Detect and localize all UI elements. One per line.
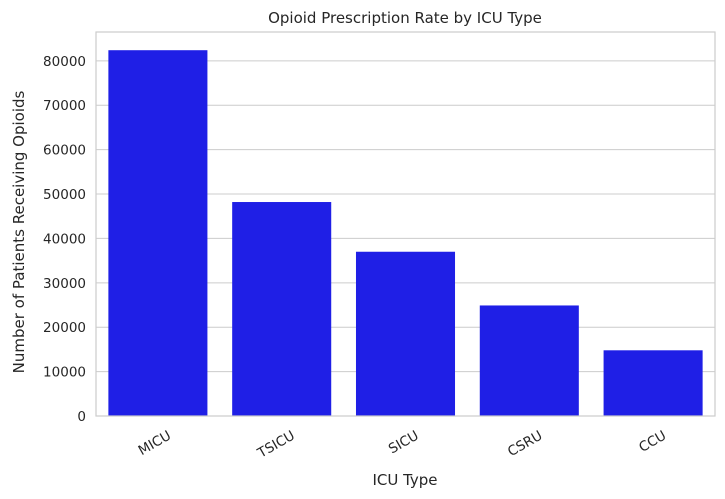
- x-axis-label: ICU Type: [372, 471, 437, 489]
- x-tick-label: CSRU: [505, 428, 545, 460]
- bar-ccu: [603, 350, 703, 416]
- y-tick-label: 40000: [43, 231, 86, 247]
- bar-tsicu: [232, 202, 332, 416]
- y-axis-label: Number of Patients Receiving Opioids: [10, 90, 28, 373]
- y-tick-label: 0: [77, 409, 86, 425]
- y-tick-labels: 0 10000 20000 30000 40000 50000 60000 70000 8000…: [43, 54, 86, 425]
- bar-sicu: [355, 251, 456, 416]
- plot-frame: [95, 31, 716, 417]
- x-tick-label: SICU: [386, 428, 422, 458]
- y-tick-label: 30000: [43, 276, 86, 292]
- x-tick-labels: MICU TSICU SICU CSRU CCU: [136, 428, 669, 462]
- bar-csru: [479, 305, 579, 416]
- y-tick-label: 50000: [43, 187, 86, 203]
- bars: [108, 50, 703, 416]
- y-tick-label: 70000: [43, 98, 86, 114]
- x-tick-label: TSICU: [254, 428, 298, 462]
- x-tick-label: MICU: [136, 428, 174, 459]
- bar-micu: [108, 50, 208, 416]
- chart-title: Opioid Prescription Rate by ICU Type: [268, 9, 542, 27]
- y-tick-label: 10000: [43, 365, 86, 381]
- x-tick-label: CCU: [636, 428, 669, 456]
- y-tick-label: 80000: [43, 54, 86, 70]
- y-tick-label: 60000: [43, 143, 86, 159]
- y-tick-label: 20000: [43, 320, 86, 336]
